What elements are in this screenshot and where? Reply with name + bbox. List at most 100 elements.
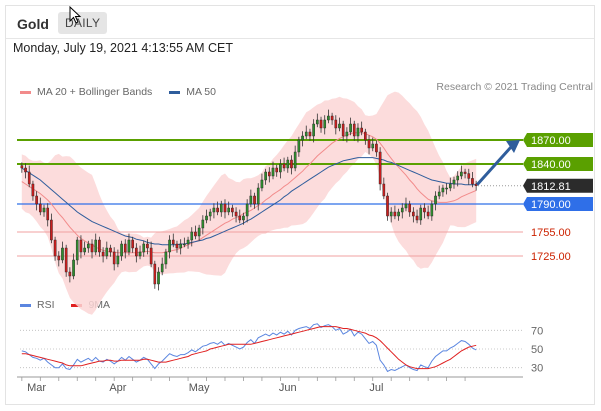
candle-body <box>448 183 452 189</box>
candle-body <box>378 151 382 185</box>
candle-body <box>194 231 197 237</box>
candle-body <box>297 139 301 153</box>
price-tag-1725-00: 1725.00 <box>531 251 571 263</box>
price-tag-1790-00: 1790.00 <box>523 197 593 211</box>
candle-body <box>415 215 419 221</box>
candle <box>216 201 219 216</box>
candle-body <box>87 243 90 249</box>
candle-body <box>123 243 127 253</box>
month-label-mar: Mar <box>27 382 46 394</box>
candle <box>42 204 46 217</box>
candle-body <box>445 187 448 190</box>
candle <box>27 165 31 188</box>
candle-body <box>101 251 105 257</box>
candle <box>223 199 227 219</box>
candle <box>334 115 338 135</box>
candle <box>164 248 168 269</box>
candle-body <box>356 127 360 137</box>
candle-body <box>53 239 57 257</box>
candle <box>35 191 38 211</box>
candle-body <box>146 243 149 249</box>
candle <box>179 239 182 255</box>
candle-body <box>334 119 338 129</box>
month-label-jul: Jul <box>369 382 383 394</box>
candle <box>408 200 411 217</box>
candle-body <box>349 123 352 133</box>
candle-body <box>400 207 404 213</box>
candle-body <box>279 163 282 173</box>
candle <box>231 204 234 217</box>
candle-body <box>397 211 400 217</box>
candle-body <box>404 203 408 209</box>
candle-body <box>27 171 31 185</box>
candle <box>448 177 452 192</box>
candle <box>68 267 72 283</box>
price-tag-1812-81: 1812.81 <box>523 178 593 193</box>
candle <box>430 200 434 221</box>
price-tag-background <box>523 178 593 193</box>
candle <box>360 121 363 136</box>
candle-body <box>227 207 230 213</box>
candle-body <box>430 203 434 217</box>
candle-body <box>116 255 120 265</box>
candle-body <box>264 171 267 181</box>
candle-body <box>364 131 367 141</box>
candle <box>61 241 64 264</box>
candle-body <box>242 215 245 221</box>
candle <box>242 212 245 225</box>
candle-body <box>231 207 234 213</box>
candle <box>234 207 238 223</box>
candle <box>127 233 131 256</box>
candle-body <box>183 243 186 246</box>
candle <box>463 168 467 179</box>
candle <box>72 253 75 280</box>
candle-body <box>83 247 86 253</box>
candle <box>349 117 352 136</box>
candle <box>79 235 83 259</box>
candle <box>375 140 378 157</box>
candle-body <box>338 123 341 129</box>
candle-body <box>216 207 219 213</box>
candle <box>264 168 267 185</box>
candle <box>371 137 375 152</box>
candle <box>183 237 186 248</box>
candle-body <box>308 131 312 137</box>
candle-body <box>330 115 334 121</box>
candle <box>131 236 134 253</box>
candle <box>50 213 53 244</box>
price-tag-background <box>523 157 593 171</box>
candle <box>101 247 105 263</box>
bollinger-bands <box>21 91 477 315</box>
candle <box>105 241 109 260</box>
candle-body <box>179 243 182 249</box>
candle <box>437 185 441 200</box>
candle <box>146 239 149 255</box>
candle-body <box>164 251 168 265</box>
candle-body <box>219 203 223 213</box>
legend-swatch-ma20 <box>20 90 31 94</box>
candle <box>293 145 297 172</box>
candle-body <box>105 247 109 257</box>
candle <box>471 172 474 188</box>
candle <box>197 224 201 241</box>
candle-body <box>201 219 205 229</box>
price-levels <box>17 139 523 257</box>
candle-body <box>301 135 304 141</box>
candle <box>138 245 142 260</box>
candle-body <box>94 239 98 253</box>
candle-body <box>98 239 101 253</box>
price-tag-background <box>523 197 593 211</box>
candle <box>20 162 24 173</box>
candle-body <box>316 119 319 125</box>
candle <box>238 209 242 224</box>
candle-body <box>471 178 474 185</box>
candle-body <box>386 195 389 217</box>
candle <box>120 240 123 261</box>
candle-body <box>238 215 242 221</box>
candle-body <box>441 187 445 193</box>
candle-body <box>31 183 35 197</box>
candle-body <box>352 123 356 137</box>
candle-body <box>467 173 471 179</box>
candle <box>378 147 382 191</box>
candle-body <box>290 159 293 169</box>
